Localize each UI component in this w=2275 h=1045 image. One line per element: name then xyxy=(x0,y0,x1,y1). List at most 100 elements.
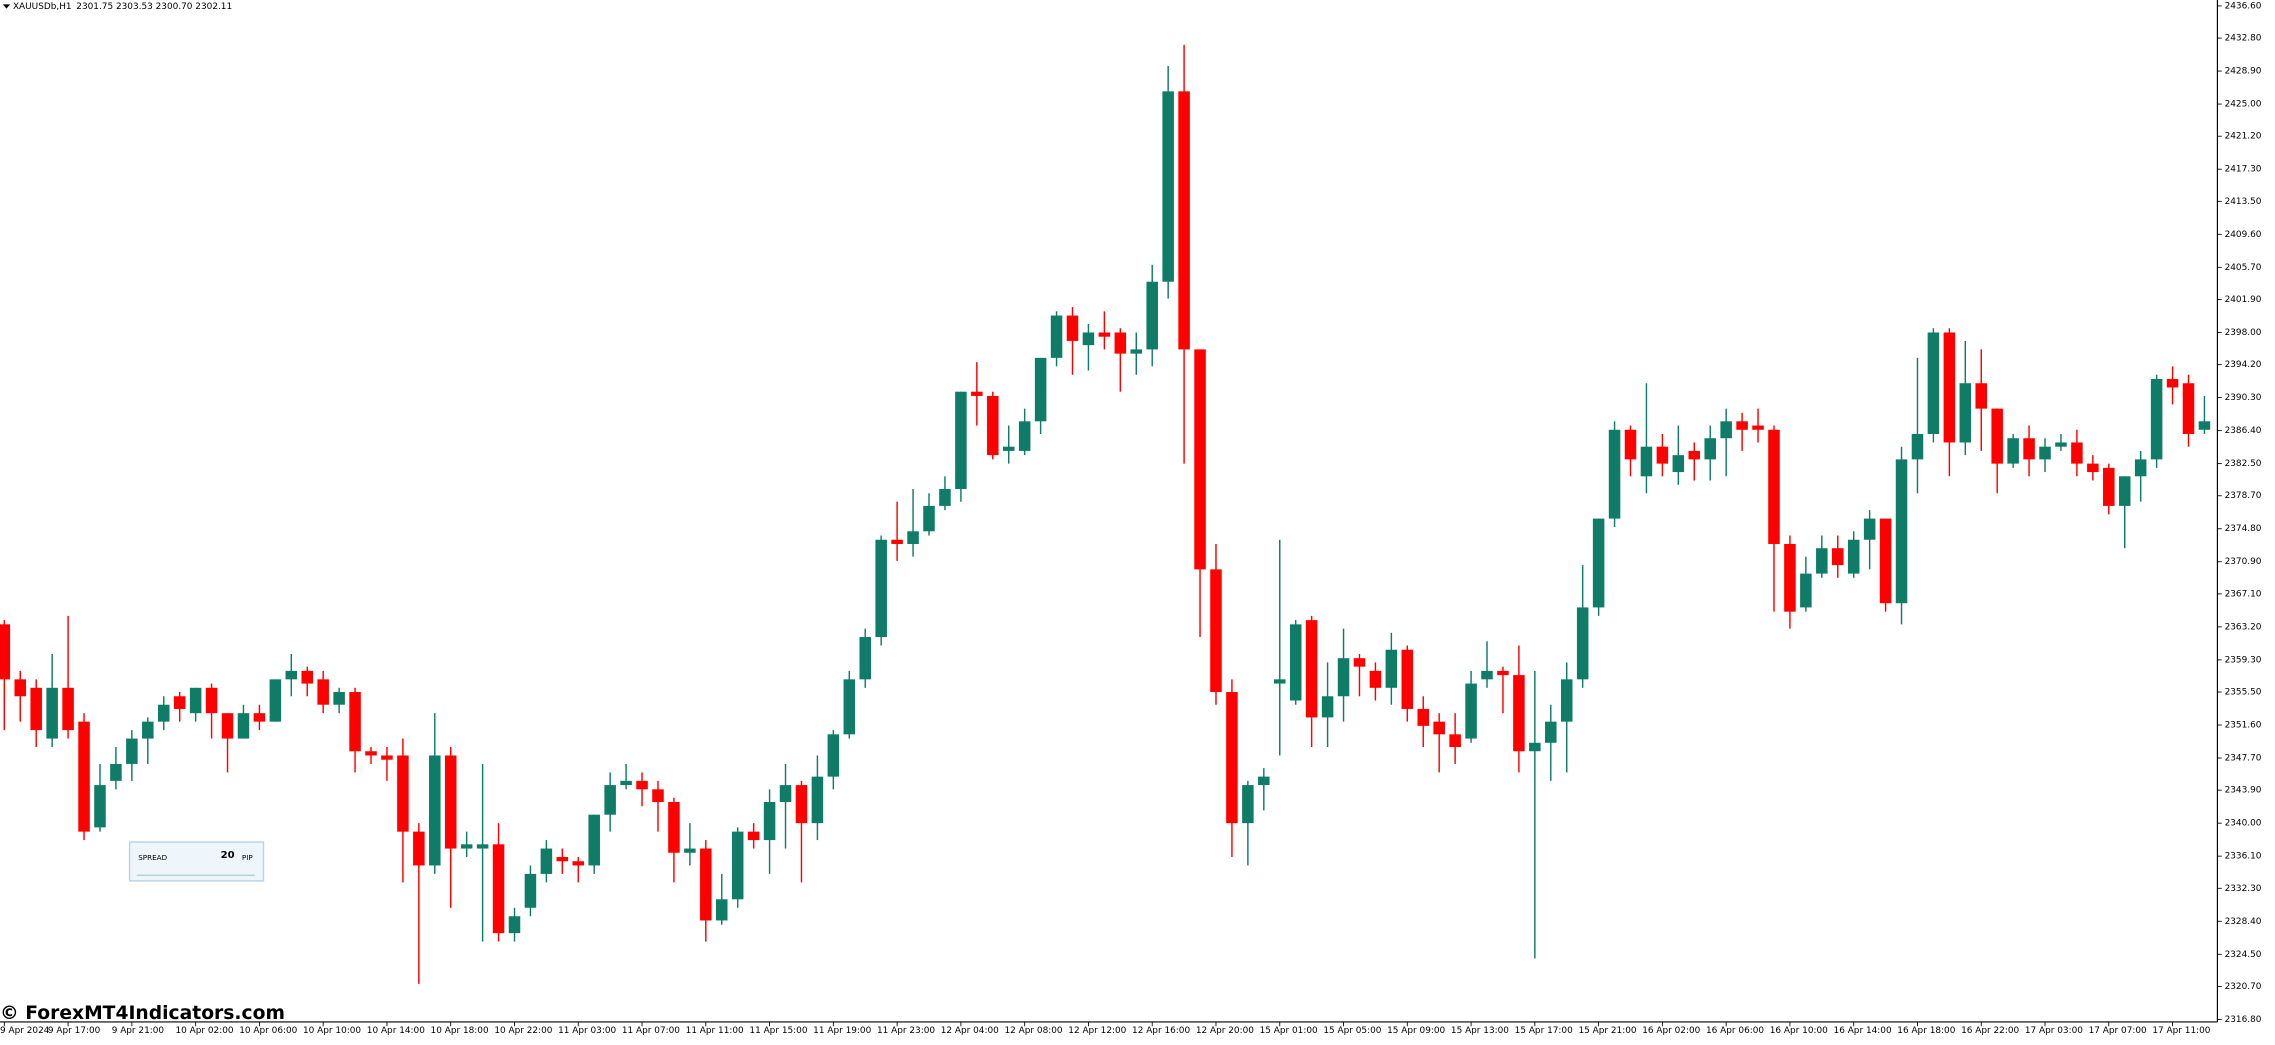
x-tick-label: 10 Apr 18:00 xyxy=(431,1026,489,1036)
y-tick-label: 2425.00 xyxy=(2225,100,2262,110)
candle-body xyxy=(1449,734,1461,748)
candle-body xyxy=(1592,518,1605,608)
x-tick-label: 10 Apr 14:00 xyxy=(367,1026,425,1036)
y-tick-label: 2428.90 xyxy=(2225,67,2262,77)
candle-body xyxy=(2134,459,2147,477)
x-tick-label: 15 Apr 17:00 xyxy=(1515,1026,1573,1036)
candle-body xyxy=(1784,543,1796,612)
x-tick-label: 10 Apr 22:00 xyxy=(494,1026,552,1036)
candle-body xyxy=(1050,315,1063,358)
candle-body xyxy=(684,848,696,853)
candle-body xyxy=(1130,349,1143,354)
candle-body xyxy=(731,831,744,900)
y-tick-label: 2394.20 xyxy=(2225,360,2262,370)
watermark: © ForexMT4Indicators.com xyxy=(0,1003,285,1024)
candle-body xyxy=(1369,670,1382,688)
candle-body xyxy=(2198,421,2211,430)
y-tick-label: 2421.20 xyxy=(2225,132,2262,142)
candle-body xyxy=(1289,624,1302,701)
x-tick-label: 16 Apr 10:00 xyxy=(1770,1026,1828,1036)
x-tick-label: 11 Apr 19:00 xyxy=(813,1026,871,1036)
spread-unit: PIP xyxy=(242,853,253,862)
y-tick-label: 2324.50 xyxy=(2225,950,2262,960)
candle-body xyxy=(2071,442,2083,464)
candle-body xyxy=(1975,383,1988,409)
candle-body xyxy=(1927,332,1940,434)
x-tick-label: 17 Apr 03:00 xyxy=(2025,1026,2083,1036)
y-tick-label: 2347.70 xyxy=(2225,754,2262,764)
candle-body xyxy=(1560,679,1573,722)
candle-body xyxy=(285,670,298,680)
y-tick-label: 2363.20 xyxy=(2225,622,2262,632)
y-tick-label: 2398.00 xyxy=(2225,328,2262,338)
candle-body xyxy=(1146,281,1158,350)
x-tick-label: 16 Apr 22:00 xyxy=(1961,1026,2019,1036)
x-tick-label: 15 Apr 21:00 xyxy=(1578,1026,1636,1036)
x-tick-label: 15 Apr 05:00 xyxy=(1323,1026,1381,1036)
candle-body xyxy=(1210,569,1222,693)
x-tick-label: 9 Apr 21:00 xyxy=(112,1026,165,1036)
chart-title: XAUUSDb,H1 xyxy=(13,2,72,12)
candle-body xyxy=(1847,539,1860,574)
candle-body xyxy=(189,687,202,714)
candle-body xyxy=(78,721,90,832)
candle-body xyxy=(811,776,824,824)
candle-body xyxy=(1034,357,1047,422)
candle-body xyxy=(1545,721,1557,743)
candle-body xyxy=(1082,332,1095,346)
candle-body xyxy=(301,670,313,684)
candle-body xyxy=(1959,383,1972,443)
y-tick-label: 2401.90 xyxy=(2225,295,2262,305)
candle-body xyxy=(1226,692,1238,824)
candle-body xyxy=(1258,776,1270,786)
x-tick-label: 9 Apr 2024 xyxy=(0,1026,50,1036)
candle-body xyxy=(779,785,792,803)
candle-body xyxy=(1831,548,1844,566)
candle-body xyxy=(540,848,553,874)
y-tick-label: 2390.30 xyxy=(2225,393,2262,403)
candles xyxy=(0,44,2211,984)
candle-body xyxy=(1353,658,1366,667)
spread-label: SPREAD xyxy=(138,853,167,862)
candle-body xyxy=(1704,438,1716,460)
candle-body xyxy=(1194,349,1206,570)
candle-body xyxy=(1736,421,1748,430)
candle-body xyxy=(1879,518,1892,604)
candle-body xyxy=(269,679,282,722)
menu-arrow[interactable] xyxy=(2,4,11,9)
candle-body xyxy=(444,755,457,849)
candle-body xyxy=(62,687,74,731)
y-tick-label: 2378.70 xyxy=(2225,491,2262,501)
candle-body xyxy=(1433,721,1445,735)
y-tick-label: 2370.90 xyxy=(2225,557,2262,567)
candle-body xyxy=(460,844,473,849)
x-tick-label: 11 Apr 11:00 xyxy=(686,1026,744,1036)
candle-body xyxy=(1114,332,1127,354)
candle-body xyxy=(891,539,903,544)
candle-body xyxy=(1752,425,1764,430)
candle-body xyxy=(636,780,648,790)
candle-body xyxy=(1529,742,1541,752)
candle-body xyxy=(1066,315,1079,341)
x-tick-label: 16 Apr 14:00 xyxy=(1834,1026,1892,1036)
candle-body xyxy=(1242,785,1254,824)
candle-body xyxy=(2039,446,2051,460)
x-tick-label: 15 Apr 09:00 xyxy=(1387,1026,1445,1036)
candle-body xyxy=(2182,383,2195,434)
candle-body xyxy=(253,713,266,722)
y-tick-label: 2320.70 xyxy=(2225,982,2262,992)
candle-body xyxy=(1465,683,1477,739)
candle-body xyxy=(955,391,967,489)
candle-body xyxy=(2118,476,2131,506)
candle-body xyxy=(923,505,935,532)
candle-body xyxy=(1672,455,1685,473)
candle-body xyxy=(524,873,537,908)
y-tick-label: 2413.50 xyxy=(2225,197,2262,207)
candle-body xyxy=(508,916,521,934)
spread-widget: SPREAD 20 PIP xyxy=(128,841,265,882)
candle-body xyxy=(429,755,441,866)
candle-body xyxy=(205,687,218,714)
candle-body xyxy=(1321,696,1334,718)
